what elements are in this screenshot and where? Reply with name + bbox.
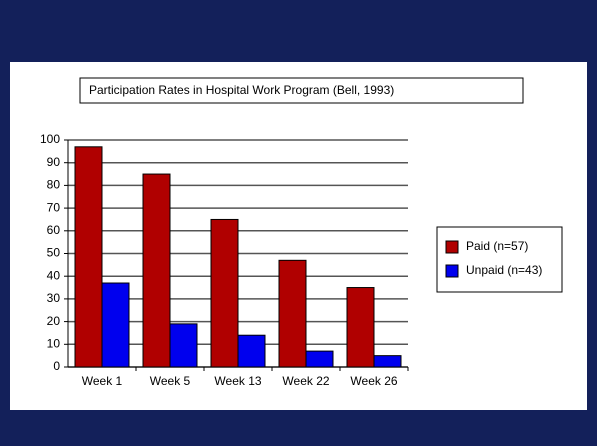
bar [142, 173, 171, 368]
legend-label: Paid (n=57) [466, 239, 528, 253]
bar [101, 282, 130, 368]
bar [278, 259, 307, 368]
bar [237, 334, 266, 368]
bar [373, 355, 402, 368]
y-tick-label: 80 [47, 178, 61, 192]
x-tick-label: Week 13 [214, 374, 261, 388]
bar [305, 350, 334, 368]
y-tick-label: 90 [47, 155, 61, 169]
y-tick-label: 30 [47, 291, 61, 305]
bar [74, 146, 103, 368]
y-tick-label: 0 [53, 359, 60, 373]
bar [210, 218, 239, 368]
y-tick-label: 70 [47, 200, 61, 214]
bar [346, 287, 375, 368]
title-box [79, 77, 524, 104]
legend-box [436, 226, 563, 293]
chart-title: Participation Rates in Hospital Work Pro… [89, 83, 394, 97]
x-tick-label: Week 5 [150, 374, 191, 388]
legend-label: Unpaid (n=43) [466, 263, 542, 277]
y-tick-label: 10 [47, 336, 61, 350]
x-tick-label: Week 1 [82, 374, 123, 388]
bar [169, 323, 198, 368]
y-tick-label: 60 [47, 223, 61, 237]
y-tick-label: 20 [47, 314, 61, 328]
x-tick-label: Week 22 [282, 374, 329, 388]
x-tick-label: Week 26 [350, 374, 397, 388]
y-tick-label: 50 [47, 246, 61, 260]
legend-swatch [445, 240, 459, 254]
y-tick-label: 100 [40, 132, 60, 146]
y-tick-label: 40 [47, 268, 61, 282]
legend-swatch [445, 264, 459, 278]
